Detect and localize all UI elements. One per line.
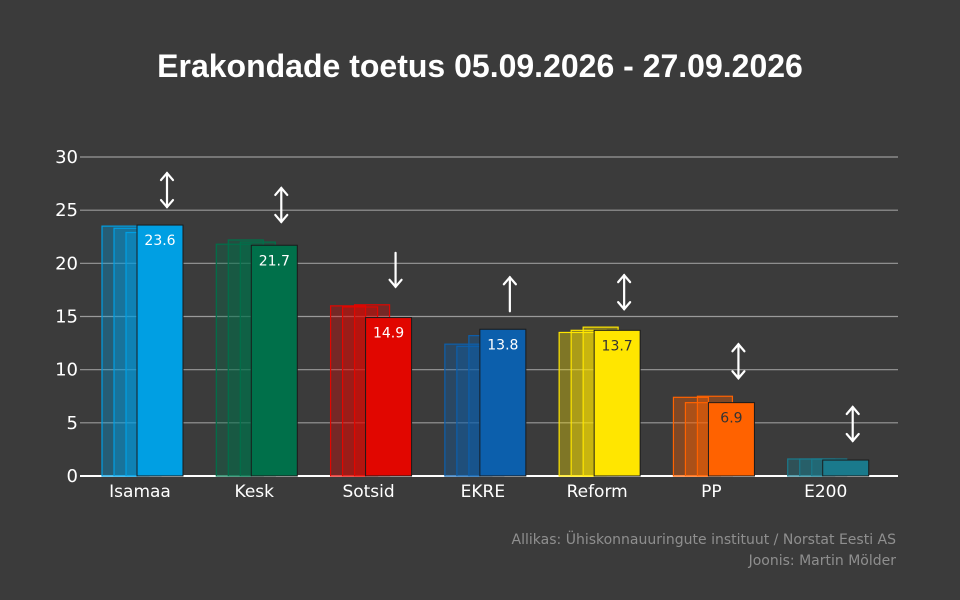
bar-value-label: 13.8 — [487, 337, 518, 353]
bar-value-label: 14.9 — [373, 326, 404, 342]
y-tick-label: 20 — [55, 253, 78, 274]
bar-value-label: 23.6 — [144, 233, 175, 249]
source-credit: Allikas: Ühiskonnauuringute instituut / … — [511, 532, 896, 548]
previous-poll-bar — [329, 305, 367, 477]
bar — [707, 402, 755, 477]
bar — [593, 329, 641, 477]
category-label: PP — [701, 482, 722, 502]
trend-arrow-both — [731, 342, 746, 380]
bar — [365, 317, 413, 477]
bar-value-label: 6.9 — [720, 411, 742, 427]
previous-poll-bar — [558, 331, 595, 477]
category-label: Sotsid — [342, 482, 394, 502]
chart-title: Erakondade toetus 05.09.2026 - 27.09.202… — [157, 48, 803, 84]
category-label: Isamaa — [109, 482, 171, 502]
y-tick-label: 25 — [55, 200, 78, 221]
category-label: E200 — [804, 482, 847, 502]
y-tick-label: 15 — [55, 307, 78, 328]
bar-value-label: 21.7 — [259, 253, 290, 269]
trend-arrow-up — [502, 275, 517, 313]
trend-arrow-both — [845, 405, 860, 443]
category-label: Kesk — [235, 482, 275, 502]
previous-poll-bar — [215, 243, 252, 477]
previous-poll-bar — [672, 396, 710, 477]
trend-arrow-both — [274, 186, 289, 224]
y-tick-label: 0 — [67, 466, 78, 487]
trend-arrow-down — [388, 251, 403, 289]
bar — [136, 224, 184, 477]
y-tick-label: 30 — [55, 147, 78, 168]
bar — [822, 459, 870, 477]
trend-arrow-both — [617, 273, 632, 311]
y-tick-label: 10 — [55, 360, 78, 381]
trend-arrow-both — [159, 171, 175, 209]
y-tick-label: 5 — [67, 413, 78, 434]
bar-value-label: 13.7 — [602, 338, 633, 354]
category-label: Reform — [567, 482, 628, 502]
bar — [479, 328, 527, 477]
previous-poll-bar — [444, 343, 481, 477]
bar — [250, 244, 298, 477]
author-credit: Joonis: Martin Mölder — [748, 553, 896, 569]
category-label: EKRE — [461, 482, 505, 502]
